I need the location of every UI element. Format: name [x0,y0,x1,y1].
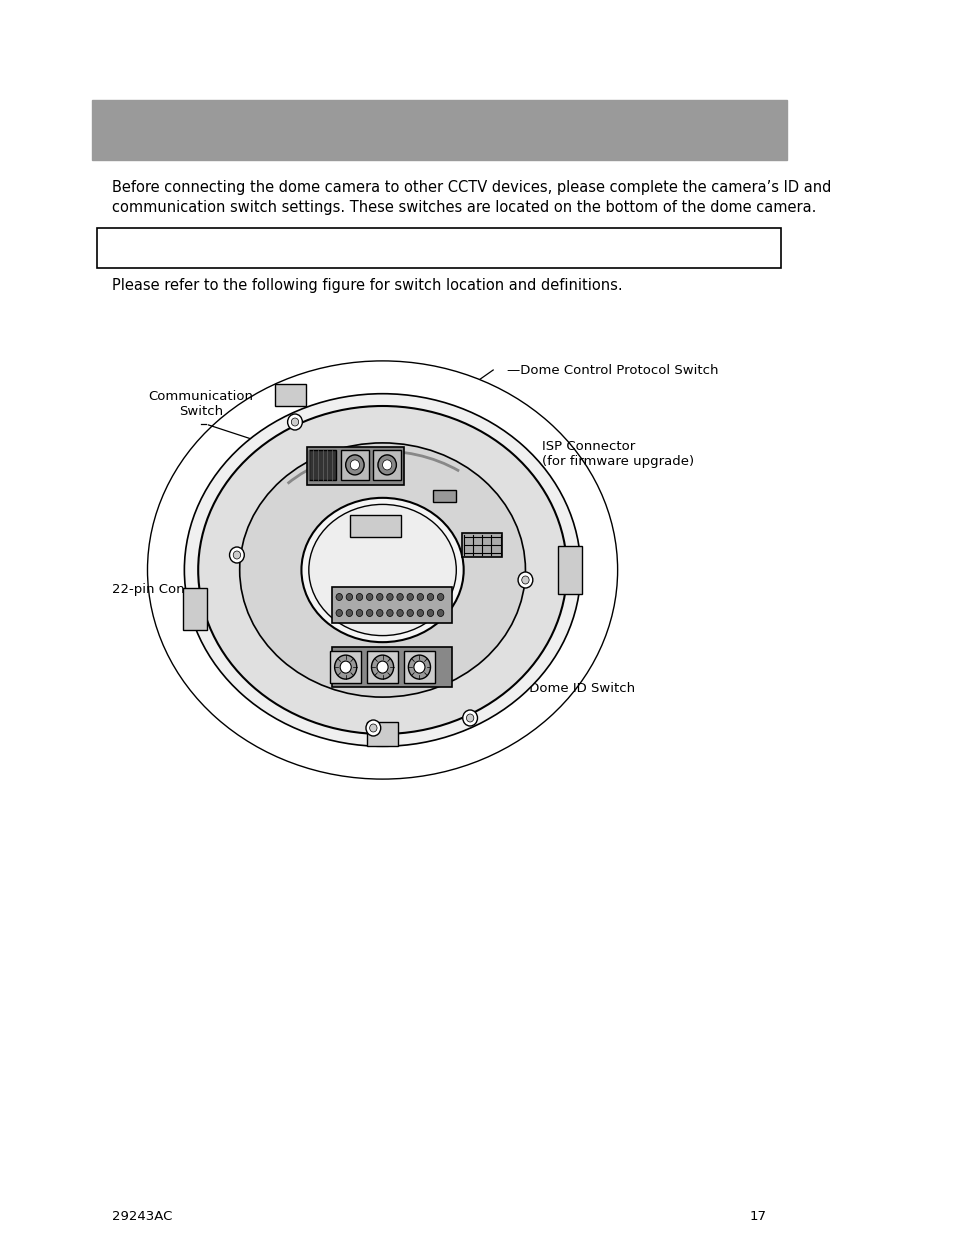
Circle shape [366,720,380,736]
Circle shape [366,594,373,600]
Text: —Dome ID Switch: —Dome ID Switch [516,681,635,694]
Text: 17: 17 [749,1211,766,1223]
Circle shape [382,461,392,470]
Circle shape [366,609,373,617]
Circle shape [416,594,423,600]
Bar [309,449,336,480]
FancyBboxPatch shape [274,384,306,406]
Bar [332,587,451,623]
Circle shape [233,552,240,559]
Circle shape [355,594,362,600]
Circle shape [416,609,423,617]
Bar [373,449,400,480]
Text: —Dome Control Protocol Switch: —Dome Control Protocol Switch [506,363,718,377]
Circle shape [369,724,376,733]
Circle shape [386,594,393,600]
Bar [403,651,435,683]
Circle shape [335,655,356,679]
Circle shape [376,594,382,600]
Circle shape [521,577,529,584]
Circle shape [396,594,403,600]
FancyBboxPatch shape [558,547,581,594]
Circle shape [335,609,342,617]
Ellipse shape [239,443,525,698]
Circle shape [340,661,351,673]
Ellipse shape [309,504,456,635]
Circle shape [408,655,430,679]
Circle shape [350,461,359,470]
Circle shape [436,594,443,600]
Circle shape [335,594,342,600]
Circle shape [346,594,353,600]
Text: communication switch settings. These switches are located on the bottom of the d: communication switch settings. These swi… [112,200,816,215]
Ellipse shape [184,393,580,746]
Circle shape [407,609,413,617]
Circle shape [376,609,382,617]
Circle shape [376,661,388,673]
Circle shape [396,609,403,617]
Circle shape [377,456,395,475]
Bar [330,651,361,683]
Text: 22-pin Connector: 22-pin Connector [112,584,228,597]
Circle shape [462,710,477,726]
Circle shape [287,414,302,431]
Circle shape [427,594,434,600]
Circle shape [371,655,394,679]
Bar [341,449,369,480]
Circle shape [355,609,362,617]
Circle shape [346,609,353,617]
Text: ISP Connector
(for firmware upgrade): ISP Connector (for firmware upgrade) [541,441,694,468]
Circle shape [386,609,393,617]
Circle shape [427,609,434,617]
Text: Please refer to the following figure for switch location and definitions.: Please refer to the following figure for… [112,278,622,293]
FancyBboxPatch shape [367,723,397,746]
Text: 29243AC: 29243AC [112,1211,172,1223]
Circle shape [517,572,533,588]
Bar [461,533,502,557]
Bar [332,648,451,688]
Bar [350,515,400,537]
Circle shape [414,661,424,673]
Circle shape [230,547,244,563]
Bar [433,490,456,502]
Circle shape [345,456,364,475]
Bar [96,228,780,268]
Bar [367,651,397,683]
Bar [307,447,403,485]
Ellipse shape [301,498,463,643]
Text: Communication
Switch: Communication Switch [149,389,253,418]
Ellipse shape [148,361,617,779]
Circle shape [407,594,413,600]
Ellipse shape [198,406,566,734]
Bar [92,100,786,160]
Circle shape [436,609,443,617]
FancyBboxPatch shape [183,588,207,630]
Circle shape [466,714,474,723]
Circle shape [291,418,298,426]
Text: Before connecting the dome camera to other CCTV devices, please complete the cam: Before connecting the dome camera to oth… [112,180,831,195]
